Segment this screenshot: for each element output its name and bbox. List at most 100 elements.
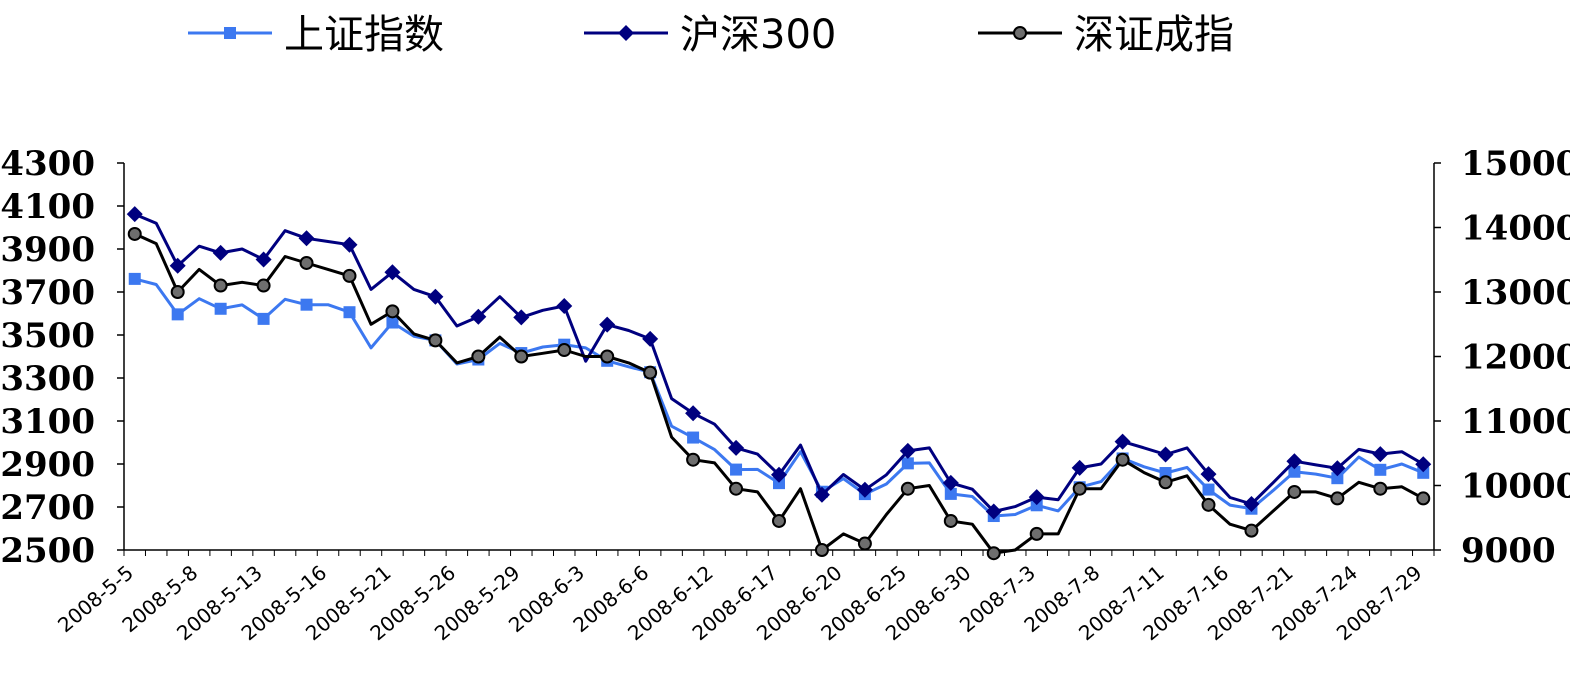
data-point <box>1071 459 1088 476</box>
series-0 <box>128 272 1430 523</box>
data-point <box>1030 499 1043 512</box>
data-point <box>1201 497 1216 512</box>
data-point <box>1416 491 1431 506</box>
data-point <box>214 302 227 315</box>
data-point <box>1288 465 1301 478</box>
data-point <box>341 236 358 253</box>
left-y-tick-label: 3100 <box>0 402 95 442</box>
plot-area <box>126 206 1432 561</box>
left-y-tick-label: 2900 <box>0 445 95 485</box>
data-point <box>342 268 357 283</box>
data-point <box>1417 466 1430 479</box>
data-point <box>600 349 615 364</box>
data-point <box>126 206 143 223</box>
data-point <box>900 481 915 496</box>
data-point <box>730 463 743 476</box>
data-point <box>127 226 142 241</box>
right-y-tick-label: 15000 <box>1461 144 1570 184</box>
right-y-tick-label: 9000 <box>1461 531 1556 571</box>
data-point <box>427 288 444 305</box>
left-y-tick-label: 3300 <box>0 359 95 399</box>
legend-swatch-marker <box>618 25 634 41</box>
data-point <box>1286 453 1303 470</box>
data-point <box>1373 481 1388 496</box>
data-point <box>856 481 873 498</box>
data-point <box>513 309 530 326</box>
left-y-tick-label: 3700 <box>0 273 95 313</box>
data-point <box>1330 491 1345 506</box>
left-y-tick-label: 2500 <box>0 531 95 571</box>
data-point <box>471 349 486 364</box>
data-point <box>385 304 400 319</box>
data-point <box>1374 463 1387 476</box>
data-point <box>300 298 313 311</box>
left-y-tick-label: 3500 <box>0 316 95 356</box>
data-point <box>1415 456 1432 473</box>
data-point <box>642 330 659 347</box>
data-point <box>1244 523 1259 538</box>
legend-entry: 沪深300 <box>584 12 836 58</box>
left-y-tick-label: 3900 <box>0 230 95 270</box>
data-point <box>772 513 786 528</box>
legend-entry: 深证成指 <box>978 12 1234 58</box>
data-point <box>255 251 272 268</box>
right-y-tick-label: 14000 <box>1461 209 1570 249</box>
data-point <box>1157 446 1174 463</box>
data-point <box>256 278 271 293</box>
legend-label: 深证成指 <box>1074 12 1234 58</box>
legend-swatch-marker <box>224 27 236 39</box>
data-point <box>384 264 401 281</box>
series-2 <box>127 226 1431 561</box>
right-y-tick-label: 11000 <box>1461 402 1570 442</box>
data-point <box>428 333 443 348</box>
legend-label: 沪深300 <box>680 12 836 58</box>
data-point <box>599 316 616 333</box>
axes: 4300410039003700350033003100290027002500… <box>0 144 1570 645</box>
left-y-tick-label: 4300 <box>0 144 95 184</box>
data-point <box>1158 475 1173 490</box>
data-point <box>1029 526 1044 541</box>
series-1 <box>126 206 1432 520</box>
legend-swatch-marker <box>1013 26 1027 40</box>
left-y-tick-label: 4100 <box>0 187 95 227</box>
data-point <box>128 272 141 285</box>
data-point <box>298 230 315 247</box>
data-point <box>943 513 958 528</box>
legend-entry: 上证指数 <box>188 12 444 58</box>
data-point <box>1287 484 1302 499</box>
data-point <box>213 278 228 293</box>
data-point <box>901 457 914 470</box>
data-point <box>299 255 314 270</box>
left-y-tick-label: 2700 <box>0 488 95 528</box>
data-point <box>729 481 744 496</box>
data-point <box>643 365 658 380</box>
data-point <box>986 546 1001 561</box>
data-point <box>985 503 1002 520</box>
right-y-tick-label: 12000 <box>1461 338 1570 378</box>
data-point <box>687 431 700 444</box>
data-point <box>557 343 572 358</box>
data-point <box>686 452 701 467</box>
data-point <box>944 487 957 500</box>
data-point <box>1202 483 1215 496</box>
data-point <box>556 297 573 314</box>
data-point <box>773 477 785 490</box>
data-point <box>170 285 185 299</box>
data-point <box>814 543 829 557</box>
legend: 上证指数 沪深300 深证成指 <box>188 12 1234 58</box>
data-point <box>1331 472 1344 485</box>
data-point <box>470 308 487 325</box>
data-point <box>813 486 830 503</box>
legend-label: 上证指数 <box>284 12 444 58</box>
data-point <box>257 312 270 325</box>
data-point <box>343 306 356 319</box>
data-point <box>514 349 529 364</box>
data-point <box>1072 481 1087 496</box>
data-point <box>771 466 787 483</box>
data-point <box>386 316 399 329</box>
data-point <box>1329 460 1346 477</box>
data-point <box>728 439 745 456</box>
data-point <box>212 244 229 261</box>
right-y-tick-label: 10000 <box>1461 467 1570 507</box>
